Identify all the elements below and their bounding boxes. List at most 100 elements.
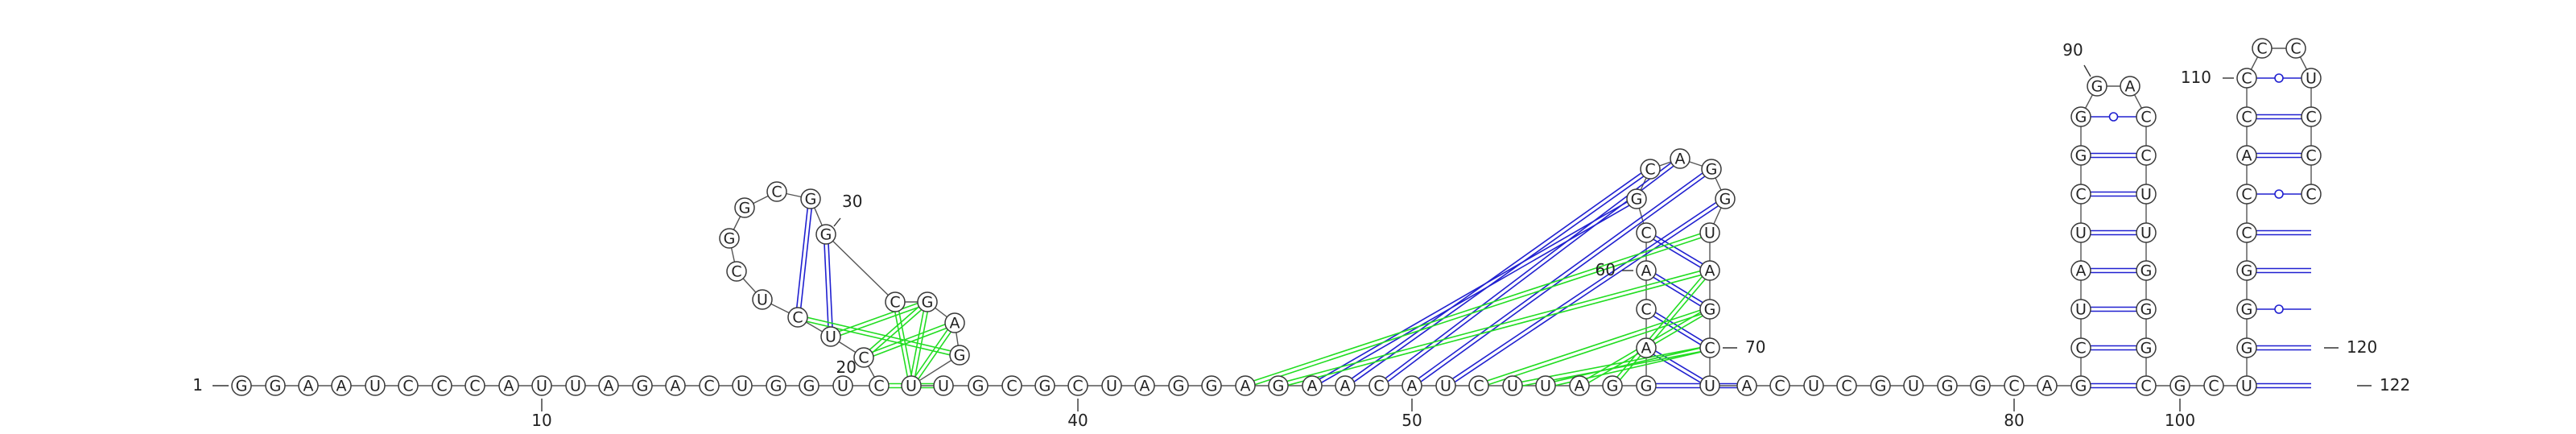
nucleotide-circle xyxy=(331,375,352,396)
nucleotide-54: U xyxy=(1535,375,1556,396)
nucleotide-circle xyxy=(1402,375,1422,396)
nucleotide-letter: U xyxy=(570,378,581,395)
nucleotide-letter: C xyxy=(792,309,803,327)
nucleotide-letter: G xyxy=(1942,378,1954,395)
nucleotide-circle xyxy=(1302,375,1323,396)
nucleotide-letter: U xyxy=(1908,378,1919,395)
nucleotide-28: C xyxy=(766,181,787,202)
nucleotide-letter: A xyxy=(1241,378,1251,395)
nucleotide-70: C xyxy=(1699,337,1720,358)
nucleotide-circle xyxy=(2037,375,2058,396)
nucleotide-circle xyxy=(1001,375,1022,396)
nucleotide-circle xyxy=(799,375,819,396)
nucleotide-letter: G xyxy=(1607,378,1619,395)
nucleotide-letter: A xyxy=(2042,378,2053,395)
nucleotide-39: G xyxy=(1034,375,1055,396)
nucleotide-letter: C xyxy=(2075,186,2086,204)
nucleotide-circle xyxy=(2004,375,2025,396)
nucleotide-71: U xyxy=(1699,375,1720,396)
nucleotide-circle xyxy=(1168,375,1189,396)
pseudoknot-pair-line xyxy=(1613,271,1712,388)
nucleotide-circle xyxy=(2136,299,2157,320)
nucleotide-51: U xyxy=(1435,375,1456,396)
nucleotide-letter: C xyxy=(2306,186,2316,204)
nucleotide-55: A xyxy=(1569,375,1590,396)
nucleotide-letter: G xyxy=(2241,301,2253,319)
nucleotide-letter: U xyxy=(1106,378,1117,395)
nucleotide-94: U xyxy=(2136,184,2157,205)
nucleotide-circle xyxy=(2236,184,2257,205)
nucleotide-99: C xyxy=(2136,375,2157,396)
nucleotide-letter: U xyxy=(536,378,547,395)
nucleotide-9: A xyxy=(498,375,519,396)
nucleotide-letter: U xyxy=(2140,186,2152,204)
nucleotide-letter: U xyxy=(1507,378,1518,395)
nucleotide-25: C xyxy=(726,261,747,282)
nucleotide-circle xyxy=(1502,375,1523,396)
nucleotide-letter: C xyxy=(704,378,714,395)
nucleotide-15: C xyxy=(699,375,720,396)
nucleotide-circle xyxy=(1335,375,1356,396)
nucleotide-letter: G xyxy=(770,378,782,395)
nucleotide-circle xyxy=(265,375,286,396)
pseudoknot-pair-line xyxy=(909,321,954,386)
nucleotide-circle xyxy=(800,188,821,209)
nucleotide-circle xyxy=(431,375,452,396)
nucleotide-35: U xyxy=(901,375,922,396)
canonical-pair-line xyxy=(1646,307,1711,347)
nucleotide-circle xyxy=(498,375,519,396)
nucleotide-circle xyxy=(1268,375,1289,396)
nucleotide-circle xyxy=(1636,260,1657,281)
nucleotide-circle xyxy=(1699,260,1720,281)
nucleotide-113: U xyxy=(2301,68,2322,89)
nucleotide-circle xyxy=(1701,159,1722,180)
nucleotide-65: G xyxy=(1701,159,1722,180)
nucleotide-10: U xyxy=(531,375,552,396)
nucleotide-77: U xyxy=(1903,375,1924,396)
nucleotide-letter: C xyxy=(1641,301,1651,319)
nucleotide-59: C xyxy=(1636,299,1657,320)
nucleotide-circle xyxy=(2236,68,2257,89)
nucleotide-letter: G xyxy=(1039,378,1051,395)
nucleotide-circle xyxy=(2252,38,2273,59)
nucleotide-1: G xyxy=(231,375,252,396)
nucleotide-letter: C xyxy=(436,378,447,395)
position-label-110: 110 xyxy=(2181,68,2211,87)
nucleotide-circle xyxy=(298,375,319,396)
nucleotide-letter: C xyxy=(890,294,900,312)
canonical-pair-line xyxy=(1645,271,1710,312)
nucleotide-letter: C xyxy=(2140,147,2151,165)
nucleotide-circle xyxy=(766,181,787,202)
nucleotide-letter: C xyxy=(1473,378,1484,395)
nucleotide-circle xyxy=(949,345,970,366)
nucleotide-circle xyxy=(1640,159,1661,180)
nucleotide-11: U xyxy=(565,375,586,396)
nucleotide-62: G xyxy=(1626,188,1647,209)
nucleotide-circle xyxy=(2136,337,2157,358)
nucleotide-84: U xyxy=(2070,299,2091,320)
nucleotide-letter: U xyxy=(1540,378,1551,395)
nucleotide-letter: G xyxy=(2174,378,2186,395)
nucleotide-44: G xyxy=(1201,375,1222,396)
nucleotide-circle xyxy=(565,375,586,396)
pseudoknot-pair-line xyxy=(865,303,930,360)
nucleotide-letter: G xyxy=(270,378,282,395)
nucleotide-58: A xyxy=(1636,337,1657,358)
nucleotide-circle xyxy=(732,375,753,396)
nucleotide-circle xyxy=(231,375,252,396)
nucleotide-letter: C xyxy=(731,263,741,281)
canonical-pair-line xyxy=(1311,196,1637,385)
nucleotide-letter: G xyxy=(1875,378,1887,395)
nucleotide-41: U xyxy=(1101,375,1122,396)
nucleotide-circle xyxy=(2070,106,2091,127)
nucleotide-86: U xyxy=(2070,222,2091,243)
nucleotide-letter: A xyxy=(303,378,314,395)
pseudoknot-pair-line xyxy=(1244,229,1710,385)
nucleotide-21: C xyxy=(853,347,874,368)
position-tick xyxy=(2083,64,2091,77)
nucleotide-circle xyxy=(2236,145,2257,166)
nucleotide-47: A xyxy=(1302,375,1323,396)
nucleotide-letter: C xyxy=(2306,109,2316,126)
pseudoknot-pair-line xyxy=(1245,234,1711,389)
